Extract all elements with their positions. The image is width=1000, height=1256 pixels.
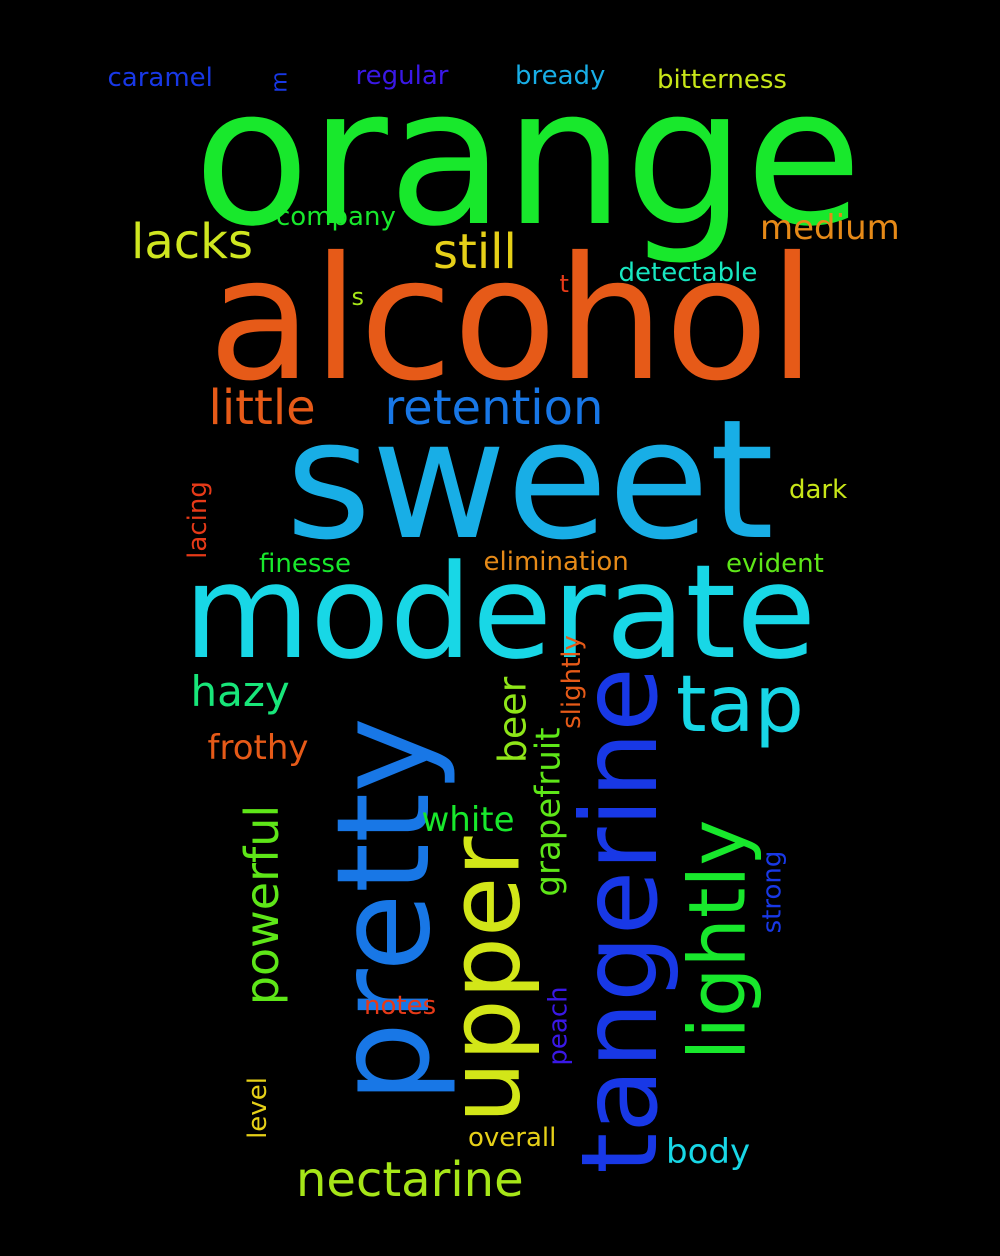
word-upper: upper — [428, 836, 543, 1124]
word-hazy: hazy — [190, 667, 290, 716]
word-medium: medium — [760, 208, 900, 248]
word-tap: tap — [676, 660, 804, 750]
word-beer: beer — [489, 676, 534, 764]
word-orange: orange — [193, 47, 863, 268]
word-lacing: lacing — [182, 481, 213, 559]
word-s: s — [351, 283, 365, 311]
word-lightly: lightly — [672, 819, 763, 1061]
word-still: still — [433, 224, 517, 280]
word-retention: retention — [384, 380, 604, 436]
word-sweet: sweet — [285, 383, 775, 576]
word-body: body — [666, 1132, 751, 1172]
word-little: little — [208, 380, 316, 436]
word-bitterness: bitterness — [657, 65, 787, 95]
word-alcohol: alcohol — [208, 221, 816, 419]
word-regular: regular — [355, 61, 449, 91]
word-slightly: slightly — [556, 635, 587, 729]
word-caramel: caramel — [107, 63, 213, 93]
word-white: white — [421, 800, 515, 840]
word-level: level — [242, 1077, 273, 1139]
word-company: company — [276, 202, 396, 232]
word-detectable: detectable — [618, 258, 758, 288]
word-evident: evident — [726, 549, 824, 579]
word-grapefruit: grapefruit — [528, 727, 569, 897]
word-dark: dark — [789, 475, 848, 505]
word-t: t — [559, 270, 569, 298]
word-m: m — [267, 71, 293, 93]
word-overall: overall — [468, 1123, 557, 1153]
word-frothy: frothy — [207, 728, 309, 768]
word-strong: strong — [756, 850, 787, 934]
word-powerful: powerful — [235, 804, 290, 1006]
word-nectarine: nectarine — [296, 1152, 524, 1208]
word-moderate: moderate — [183, 536, 817, 688]
word-elimination: elimination — [483, 547, 629, 577]
word-finesse: finesse — [259, 549, 351, 579]
word-peach: peach — [543, 986, 574, 1066]
word-lacks: lacks — [131, 214, 253, 270]
word-notes: notes — [364, 991, 437, 1021]
word-tangerine: tangerine — [558, 666, 681, 1174]
word-bready: bready — [515, 61, 606, 91]
